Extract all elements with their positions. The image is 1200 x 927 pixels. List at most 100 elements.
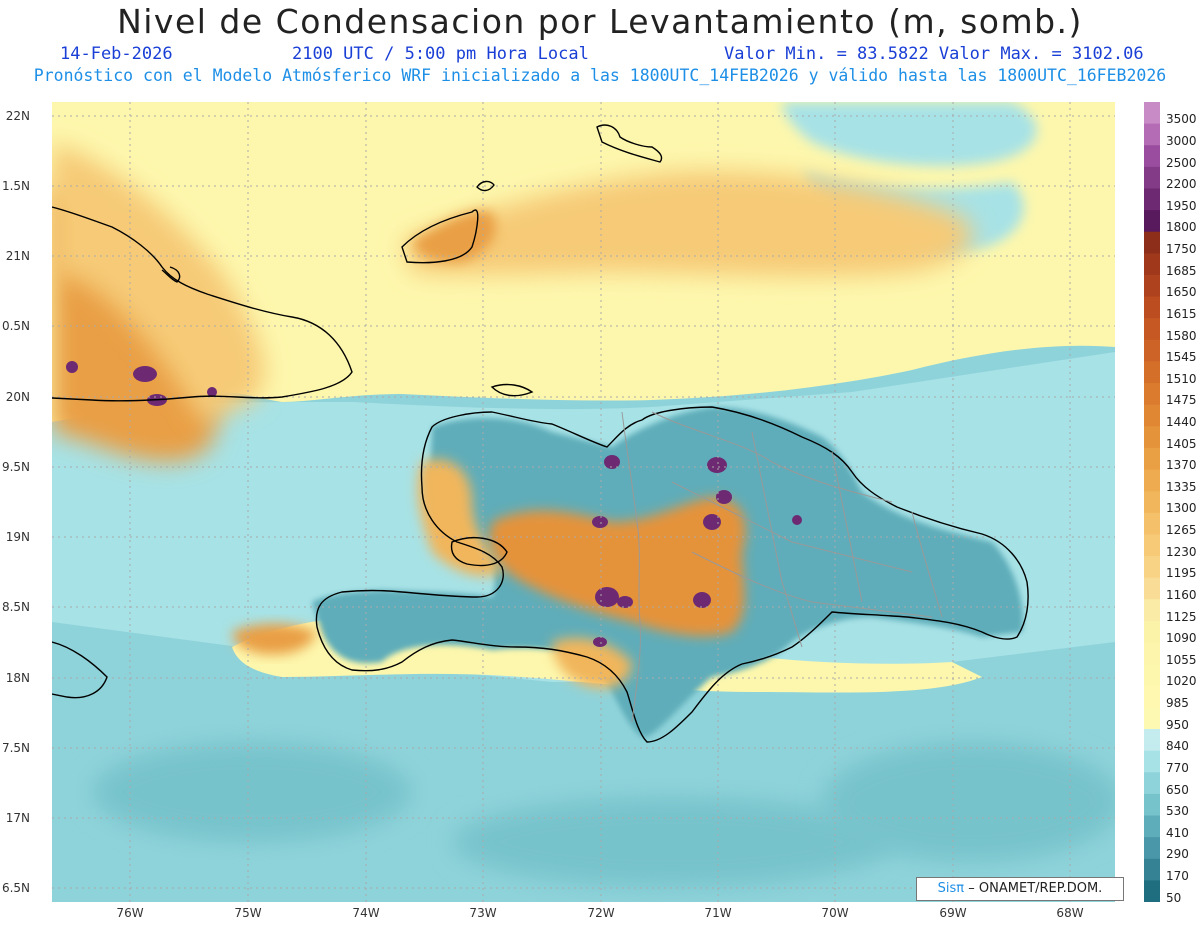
colorbar-swatch: [1144, 447, 1160, 471]
orange-hispaniola-central: [489, 497, 746, 637]
colorbar-swatch: [1144, 664, 1160, 687]
colorbar-swatch: [1144, 793, 1160, 817]
colorbar-label: 2500: [1166, 155, 1197, 170]
lat-label: 1.5N: [1, 179, 30, 193]
colorbar-swatch: [1144, 815, 1160, 838]
province-borders: [621, 411, 943, 723]
ocean-dark-patch: [452, 797, 892, 887]
colorbar-swatch: [1144, 274, 1160, 298]
lon-label: 75W: [234, 906, 262, 920]
lat-label: 20N: [5, 390, 30, 404]
colorbar-label: 1055: [1166, 652, 1197, 667]
colorbar-swatch: [1144, 145, 1160, 168]
organization-credit: – ONAMET/REP.DOM.: [968, 881, 1103, 896]
colorbar-swatch: [1144, 620, 1160, 644]
colorbar-swatch: [1144, 491, 1160, 514]
colorbar-label: 985: [1166, 696, 1189, 711]
colorbar-swatch: [1144, 188, 1160, 211]
colorbar-label: 1335: [1166, 479, 1197, 494]
colorbar-label: 290: [1166, 847, 1189, 862]
orange-inagua: [412, 211, 496, 263]
colorbar-label: 1650: [1166, 285, 1197, 300]
lat-label: 6.5N: [1, 881, 30, 895]
lon-label: 70W: [821, 906, 849, 920]
colorbar-swatch: [1144, 123, 1160, 146]
orange-hispaniola-south: [552, 638, 632, 689]
colorbar-swatch: [1144, 534, 1160, 557]
lat-label: 17N: [5, 811, 30, 825]
lon-label: 72W: [587, 906, 615, 920]
colorbar-swatch: [1144, 880, 1160, 902]
colorbar-label: 1090: [1166, 631, 1197, 646]
orange-west-tip: [232, 623, 317, 655]
lat-label: 0.5N: [1, 319, 30, 333]
colorbar-swatch: [1144, 231, 1160, 254]
colorbar-label: 3000: [1166, 133, 1197, 148]
colorbar-swatch: [1144, 772, 1160, 795]
coast-inagua: [401, 209, 479, 264]
coast-hispaniola: [315, 406, 1029, 743]
colorbar-label: 650: [1166, 782, 1189, 797]
coast-cuba: [52, 206, 353, 402]
value-min-max: Valor Min. = 83.5822 Valor Max. = 3102.0…: [724, 44, 1144, 64]
ocean-dark-patch: [822, 742, 1115, 862]
colorbar-label: 1370: [1166, 458, 1197, 473]
colorbar-label: 1160: [1166, 587, 1197, 602]
colorbar-swatch: [1144, 556, 1160, 579]
graticule: [52, 102, 1115, 902]
lat-label: 19N: [5, 530, 30, 544]
lat-label: 21N: [5, 249, 30, 263]
colorbar-label: 1950: [1166, 198, 1197, 213]
lat-label: 8.5N: [1, 600, 30, 614]
colorbar-label: 1580: [1166, 328, 1197, 343]
colorbar-swatch: [1144, 253, 1160, 276]
colorbar-label: 3500: [1166, 112, 1197, 127]
colorbar-swatch: [1144, 426, 1160, 449]
lat-label: 9.5N: [1, 460, 30, 474]
ocean-dark-patch: [92, 742, 412, 842]
colorbar-swatch: [1144, 318, 1160, 341]
colorbar-swatch: [1144, 166, 1160, 189]
colorbar-label: 840: [1166, 739, 1189, 754]
coast-tortuga: [490, 383, 534, 397]
forecast-time: 2100 UTC / 5:00 pm Hora Local: [292, 44, 589, 64]
forecast-date: 14-Feb-2026: [60, 44, 173, 64]
colorbar-swatch: [1144, 642, 1160, 665]
colorbar-swatch: [1144, 577, 1160, 600]
lon-label: 76W: [116, 906, 144, 920]
colorbar-swatch: [1144, 685, 1160, 708]
colorbar-label: 1510: [1166, 371, 1197, 386]
colorbar-label: 170: [1166, 869, 1189, 884]
coastlines: [52, 124, 1029, 743]
colorbar-swatch: [1144, 361, 1160, 384]
colorbar-label: 1750: [1166, 242, 1197, 257]
colorbar-label: 410: [1166, 825, 1189, 840]
lon-label: 69W: [939, 906, 967, 920]
sis-logo-text: Sisπ: [937, 881, 965, 896]
colorbar: [1144, 102, 1160, 902]
lat-label: 18N: [5, 671, 30, 685]
colorbar-label: 950: [1166, 717, 1189, 732]
coast-small-island: [476, 180, 495, 192]
colorbar-swatch: [1144, 599, 1160, 622]
colorbar-label: 1405: [1166, 436, 1197, 451]
lat-label: 22N: [5, 109, 30, 123]
orange-streak-north: [402, 171, 973, 277]
colorbar-label: 1685: [1166, 263, 1197, 278]
colorbar-label: 1440: [1166, 415, 1197, 429]
colorbar-swatch: [1144, 837, 1160, 860]
colorbar-label: 1265: [1166, 523, 1197, 538]
colorbar-swatch: [1144, 296, 1160, 319]
colorbar-label: 1020: [1166, 674, 1197, 689]
colorbar-label: 1545: [1166, 350, 1197, 365]
map-title: Nivel de Condensacion por Levantamiento …: [117, 2, 1083, 41]
colorbar-label: 1800: [1166, 220, 1197, 235]
colorbar-label: 50: [1166, 890, 1182, 905]
coast-jamaica: [52, 641, 108, 699]
lon-label: 73W: [469, 906, 497, 920]
colorbar-swatch: [1144, 102, 1160, 125]
colorbar-swatch: [1144, 383, 1160, 406]
coast-cuba-north: [161, 266, 181, 283]
orange-hispaniola-west: [417, 459, 502, 576]
colorbar-swatch: [1144, 729, 1160, 752]
